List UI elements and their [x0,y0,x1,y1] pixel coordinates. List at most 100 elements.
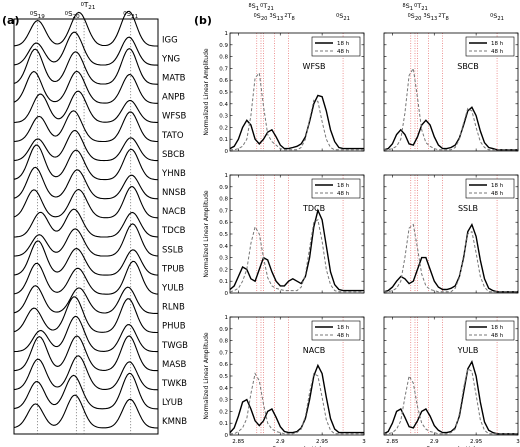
subplot-sbcb-station-label: SBCB [457,62,479,71]
subplot-tdcb-legend-label-48h: 48 h [337,191,350,197]
subplot-yulb-xtick-label-3: 3 [516,439,520,445]
subplot-sbcb-series-18h [383,106,518,151]
panel-a-mode-label-1-degree: 20 [73,14,81,20]
subplot-nacb-ytick-label-8: 0.8 [219,339,228,345]
station-label-twkb: TWKB [161,379,187,389]
b-col1-mode-label-5-letter: S [493,12,497,20]
b-col0-mode-label-5-letter: S [339,12,343,20]
panel-a-mode-label-1: 0S20 [65,10,80,20]
subplot-yulb-station-label: YULB [457,346,479,355]
b-col1-mode-label-2-letter: S [411,12,415,20]
b-col0-mode-label-1-n: 0 [260,3,263,9]
subplot-tdcb-ytick-label-1: 0.1 [219,279,228,285]
panel-a-mode-label-0-n: 0 [30,11,33,17]
subplot-nacb-xtick-label-1: 2.9 [276,439,285,445]
subplot-yulb-legend-label-48h: 48 h [491,333,504,339]
subplot-tdcb-series-18h [229,208,364,292]
b-col1-mode-label-5-n: 0 [490,13,493,19]
subplot-wfsb-ytick-label-1: 0.1 [219,137,228,143]
b-col0-mode-label-1: 0T21 [260,2,274,12]
subplot-wfsb-ytick-label-4: 0.4 [219,102,228,108]
b-col0-mode-label-3: 3S13 [269,12,283,22]
y-axis-label-row-1: Normalized Linear Amplitude [203,48,210,136]
subplot-tdcb-station-label: TDCB [302,204,325,213]
subplot-tdcb-legend-box [311,178,361,199]
station-trace-tdcb [13,208,159,238]
subplot-tdcb-ytick-label-2: 0.2 [219,267,228,273]
subplot-yulb-legend-box [465,320,515,341]
panel-b-label: (b) [194,14,212,27]
y-axis-label-row-3: Normalized Linear Amplitude [203,332,210,420]
subplot-sslb-legend-label-18h: 18 h [491,183,504,189]
subplot-nacb-ytick-label-6: 0.6 [219,362,228,368]
subplot-wfsb-ytick-label-10: 1 [225,31,229,37]
subplot-nacb-legend-label-18h: 18 h [337,325,350,331]
panel-a-mode-label-0-letter: S [33,10,38,18]
station-label-tdcb: TDCB [161,226,186,236]
subplot-sbcb-legend-label-18h: 18 h [491,41,504,47]
subplot-tdcb-ytick-label-3: 0.3 [219,256,228,262]
panel-a-mode-label-1-n: 0 [65,11,68,17]
subplot-tdcb-ytick-label-4: 0.4 [219,244,228,250]
b-col0-mode-label-0-letter: S [252,2,256,10]
station-trace-anpb [13,70,158,104]
subplot-tdcb-ytick-label-9: 0.9 [219,185,228,191]
station-label-wfsb: WFSB [162,112,187,122]
subplot-yulb-xtick-label-2: 2.95 [470,439,483,445]
subplot-nacb-legend-box [311,320,361,341]
subplot-wfsb: 0 0.1 0.2 0.3 0.4 0.5 0.6 0.7 0.8 0.9 1 18 h 48 h WFS… [219,31,365,155]
panel-a-mode-label-2-degree: 21 [88,5,96,11]
station-label-twgb: TWGB [161,341,188,351]
station-trace-twgb [13,315,158,353]
station-label-anpb: ANPB [162,93,185,103]
subplot-sbcb: 18 h 48 h SBCB [383,32,519,152]
subplot-yulb-legend-label-18h: 18 h [491,325,504,331]
station-trace-rlnb [13,285,158,314]
b-col1-mode-label-1-degree: 21 [421,6,428,12]
subplot-tdcb-ytick-label-10: 1 [225,173,229,179]
subplot-nacb-legend-label-48h: 48 h [337,333,350,339]
station-label-yulb: YULB [161,284,184,294]
b-col0-mode-label-5: 0S21 [336,12,350,22]
station-label-nnsb: NNSB [162,188,186,198]
subplot-wfsb-ytick-label-6: 0.6 [219,78,228,84]
b-col0-mode-label-1-letter: T [262,2,267,10]
subplot-tdcb-series-48h [229,219,364,293]
station-trace-tato [13,110,158,143]
panel-a-mode-label-3-letter: S [127,10,132,18]
panel-a-mode-label-0-degree: 19 [38,14,46,20]
station-trace-nnsb [13,166,159,200]
b-col0-mode-label-5-n: 0 [336,13,339,19]
station-label-sbcb: SBCB [162,150,185,160]
station-label-matb: MATB [162,73,186,83]
b-col1-mode-label-3: 3S13 [423,12,437,22]
station-trace-kmnb [13,394,159,429]
station-label-yhnb: YHNB [161,169,186,179]
subplot-sslb-station-label: SSLB [458,204,478,213]
b-col0-mode-label-3-degree: 13 [277,16,284,22]
subplot-wfsb-ytick-label-5: 0.5 [219,90,228,96]
b-col1-mode-label-5: 0S21 [490,12,504,22]
subplot-wfsb-legend-label-18h: 18 h [337,41,350,47]
subplot-yulb-series-48h [384,368,518,435]
subplot-wfsb-ytick-label-7: 0.7 [219,66,228,72]
b-col1-mode-label-2-degree: 20 [415,16,422,22]
station-label-yng: YNG [161,54,180,64]
subplot-wfsb-ytick-label-8: 0.8 [219,55,228,61]
subplot-yulb-xtick-label-1: 2.9 [430,439,439,445]
b-col1-mode-label-5-degree: 21 [497,16,504,22]
subplot-wfsb-series-48h [230,71,364,151]
station-trace-nacb [13,186,159,219]
subplot-nacb-ytick-label-5: 0.5 [219,374,228,380]
subplot-nacb-ytick-label-1: 0.1 [219,421,228,427]
b-col1-mode-label-4-n: 2 [438,13,441,19]
station-label-sslb: SSLB [162,245,184,255]
station-label-igg: IGG [162,35,178,45]
b-col1-mode-label-0-n: 8 [403,3,406,9]
subplot-tdcb: 0 0.1 0.2 0.3 0.4 0.5 0.6 0.7 0.8 0.9 1 18 h 48 h TDC… [219,173,365,297]
y-axis-label-row-2: Normalized Linear Amplitude [203,190,210,278]
subplot-tdcb-legend-label-18h: 18 h [337,183,350,189]
b-col1-mode-label-1-letter: T [416,2,421,10]
station-trace-matb [13,47,159,85]
subplot-tdcb-ytick-label-6: 0.6 [219,220,228,226]
